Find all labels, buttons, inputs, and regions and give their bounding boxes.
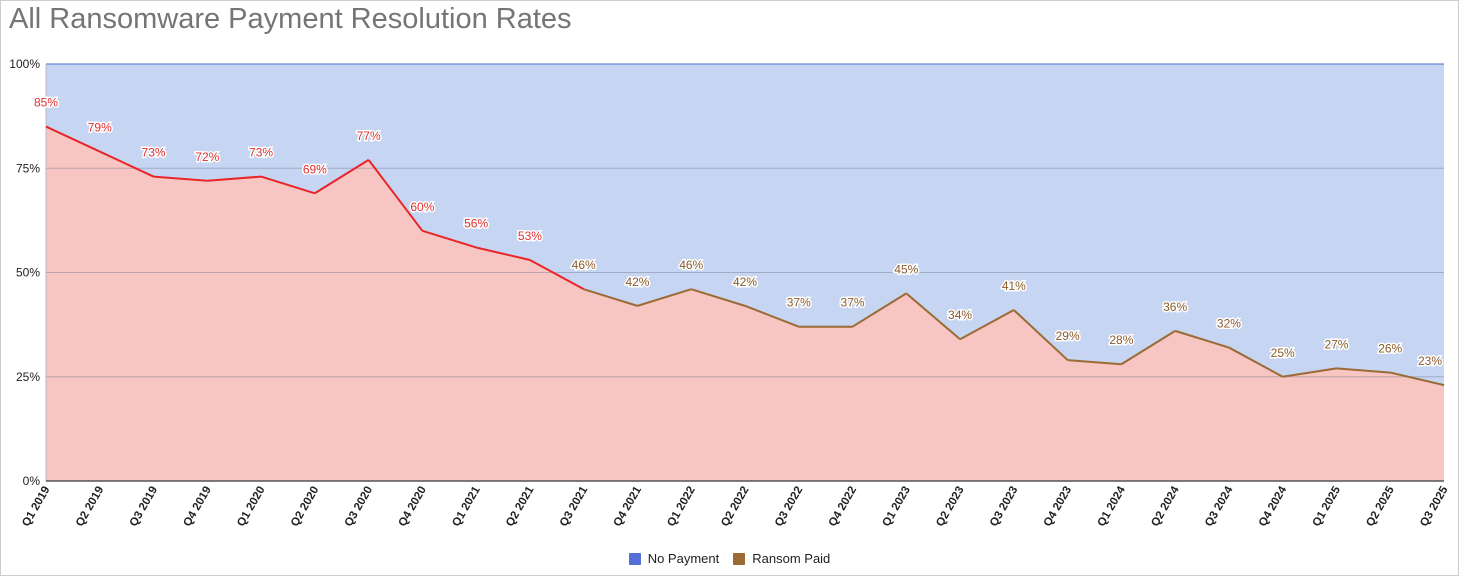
- data-label: 23%: [1418, 354, 1442, 368]
- x-tick-label: Q2 2023: [934, 485, 966, 529]
- series-line-segment: [852, 292, 907, 328]
- x-tick-label: Q3 2022: [773, 485, 805, 529]
- y-tick-label: 0%: [23, 474, 41, 488]
- data-label: 46%: [572, 258, 596, 272]
- data-label: 72%: [195, 150, 219, 164]
- legend-label: Ransom Paid: [752, 551, 831, 566]
- x-tick-label: Q4 2021: [612, 484, 645, 529]
- x-tick-label: Q3 2021: [558, 484, 591, 529]
- series-line-segment: [690, 288, 746, 307]
- data-label: 46%: [679, 258, 703, 272]
- series-line-segment: [99, 150, 154, 178]
- legend: No Payment Ransom Paid: [1, 551, 1458, 566]
- legend-swatch-ransom-paid: [733, 552, 746, 565]
- x-tick-label: Q4 2023: [1042, 485, 1074, 529]
- data-label: 53%: [518, 229, 542, 243]
- data-label: 85%: [34, 96, 58, 110]
- data-label: 73%: [249, 146, 273, 160]
- x-tick-label: Q3 2020: [343, 485, 375, 529]
- series-line-segment: [153, 175, 208, 182]
- series-line-segment: [45, 125, 101, 153]
- x-tick-label: Q2 2024: [1149, 484, 1182, 529]
- series-line-segment: [637, 288, 692, 307]
- data-label: 37%: [841, 296, 865, 310]
- x-tick-label: Q3 2025: [1418, 484, 1451, 529]
- series-line-segment: [529, 259, 585, 291]
- data-label: 56%: [464, 216, 488, 230]
- x-tick-label: Q1 2022: [665, 485, 697, 529]
- data-label: 45%: [894, 262, 918, 276]
- x-tick-label: Q1 2025: [1311, 484, 1344, 529]
- chart-title: All Ransomware Payment Resolution Rates: [9, 3, 572, 35]
- x-tick-label: Q1 2019: [20, 485, 52, 529]
- x-tick-label: Q4 2019: [181, 485, 213, 529]
- series-line-segment: [1013, 309, 1069, 361]
- x-tick-label: Q4 2020: [397, 485, 429, 529]
- data-label: 42%: [625, 275, 649, 289]
- series-line-segment: [367, 159, 424, 232]
- series-line-segment: [1282, 367, 1337, 378]
- x-tick-label: Q2 2019: [74, 485, 106, 529]
- x-tick-label: Q2 2025: [1364, 484, 1397, 529]
- x-tick-label: Q1 2023: [880, 485, 912, 529]
- legend-item-no-payment[interactable]: No Payment: [628, 551, 720, 566]
- data-label: 36%: [1163, 300, 1187, 314]
- data-label: 26%: [1378, 342, 1402, 356]
- x-tick-label: Q3 2023: [988, 485, 1020, 529]
- data-label: 79%: [88, 121, 112, 135]
- data-label: 29%: [1056, 329, 1080, 343]
- series-line-segment: [260, 175, 316, 195]
- legend-item-ransom-paid[interactable]: Ransom Paid: [733, 551, 830, 566]
- series-line-segment: [422, 229, 477, 249]
- series-line-segment: [1390, 371, 1445, 387]
- data-label: 69%: [303, 162, 327, 176]
- y-tick-label: 25%: [16, 370, 40, 384]
- data-label: 60%: [410, 200, 434, 214]
- x-tick-label: Q1 2024: [1096, 484, 1129, 529]
- series-line-segment: [1067, 359, 1122, 366]
- x-tick-label: Q4 2022: [827, 485, 859, 529]
- data-label: 27%: [1324, 337, 1348, 351]
- data-label: 37%: [787, 296, 811, 310]
- series-line-segment: [744, 304, 800, 328]
- y-tick-label: 50%: [16, 266, 40, 280]
- data-label: 32%: [1217, 317, 1241, 331]
- x-tick-label: Q3 2024: [1203, 484, 1236, 529]
- series-line-segment: [1120, 330, 1176, 366]
- x-tick-label: Q3 2019: [128, 485, 160, 529]
- x-tick-label: Q1 2020: [235, 485, 267, 529]
- data-label: 28%: [1109, 333, 1133, 347]
- series-line-segment: [905, 292, 961, 340]
- data-label: 73%: [142, 146, 166, 160]
- data-label: 25%: [1271, 346, 1295, 360]
- x-tick-label: Q4 2024: [1257, 484, 1290, 529]
- x-tick-label: Q2 2022: [719, 485, 751, 529]
- data-label: 42%: [733, 275, 757, 289]
- y-tick-label: 75%: [16, 161, 40, 175]
- legend-swatch-no-payment: [628, 552, 641, 565]
- data-label: 77%: [357, 129, 381, 143]
- series-line-segment: [1174, 329, 1230, 349]
- series-line-segment: [314, 159, 370, 195]
- data-label: 34%: [948, 308, 972, 322]
- series-line-segment: [1228, 346, 1284, 378]
- series-line-segment: [583, 288, 638, 307]
- series-line-segment: [1336, 367, 1391, 374]
- series-line-segment: [207, 175, 262, 182]
- series-line-segment: [959, 309, 1015, 341]
- x-tick-label: Q2 2020: [289, 485, 321, 529]
- x-tick-label: Q1 2021: [450, 484, 483, 529]
- legend-label: No Payment: [647, 551, 720, 566]
- area-ransom-paid: [46, 126, 1444, 482]
- data-label: 41%: [1002, 279, 1026, 293]
- y-tick-label: 100%: [9, 57, 40, 71]
- series-line-segment: [475, 246, 531, 261]
- x-tick-label: Q2 2021: [504, 484, 537, 529]
